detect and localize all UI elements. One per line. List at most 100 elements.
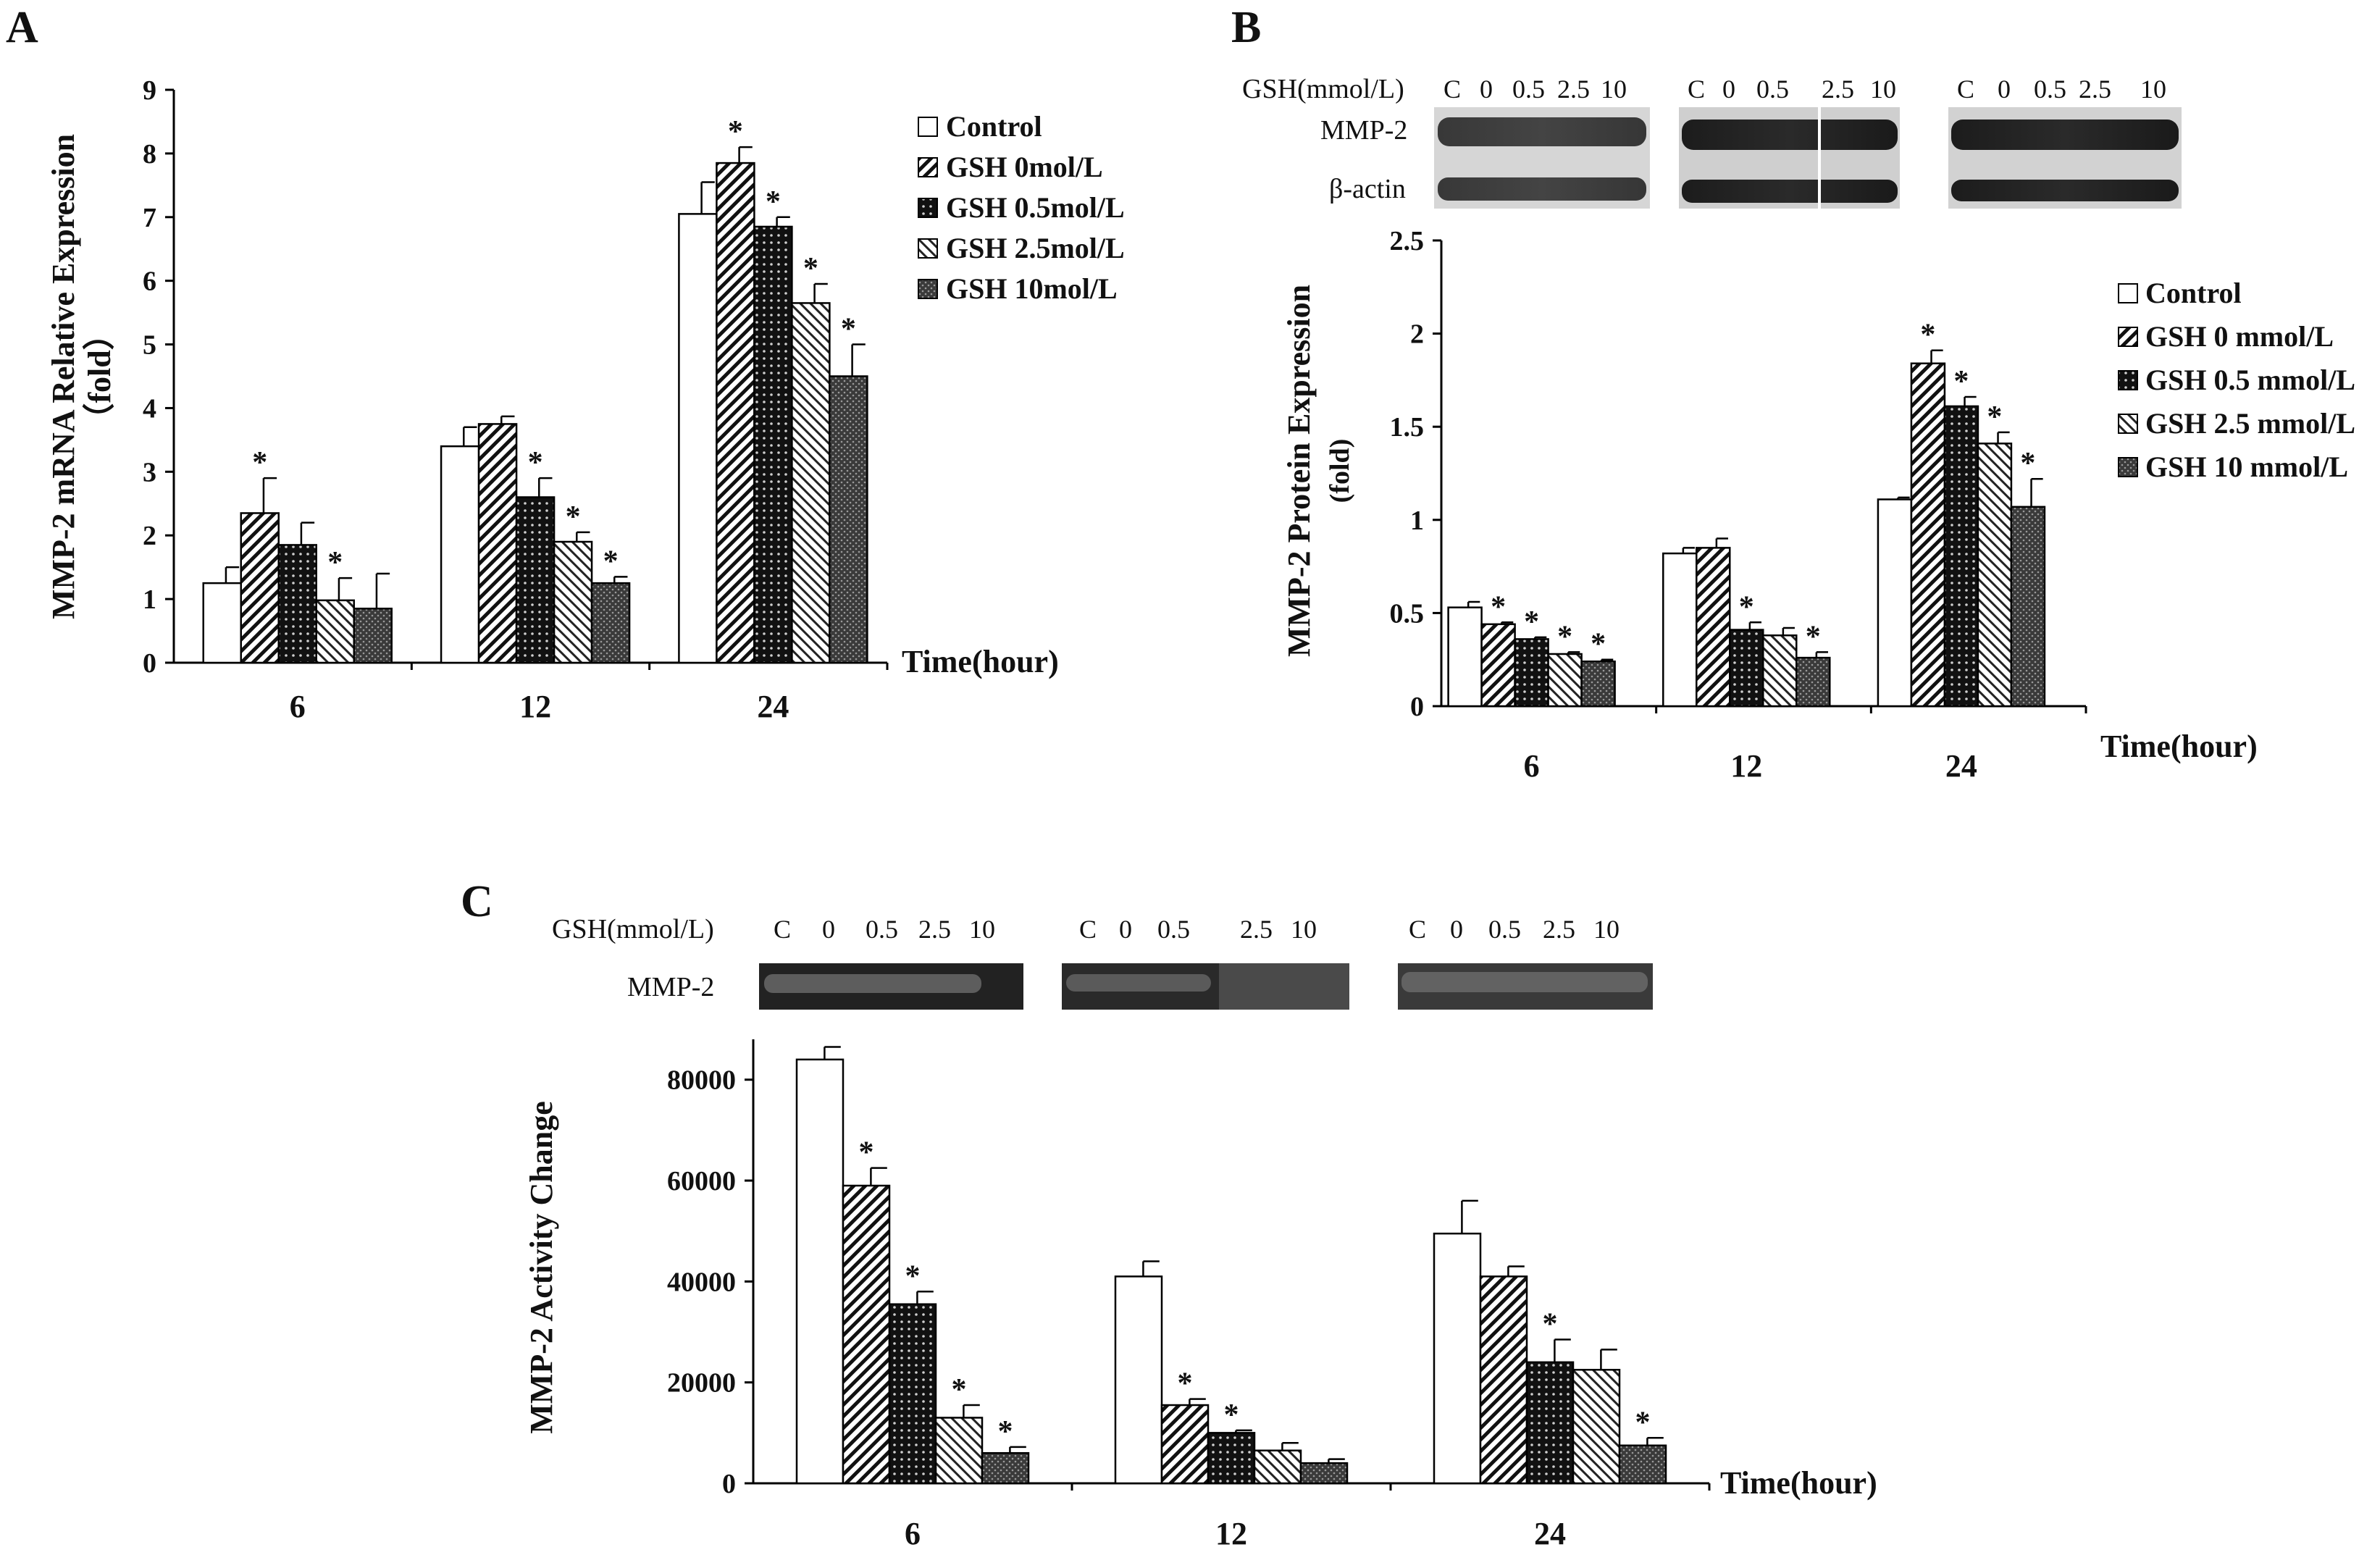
bar <box>353 608 393 664</box>
significance-star: * <box>1739 590 1754 624</box>
legend-a: Control GSH 0mol/L GSH 0.5mol/L GSH 2.5m… <box>918 110 1125 305</box>
legend-swatch <box>2118 327 2138 347</box>
bar <box>2010 506 2046 708</box>
legend-label: GSH 0.5mol/L <box>946 191 1125 224</box>
lane-label: 0 <box>1480 75 1493 104</box>
lane-label: 0.5 <box>1756 75 1789 104</box>
x-axis-title: Time(hour) <box>1720 1465 1877 1501</box>
legend-label: GSH 2.5mol/L <box>946 232 1125 264</box>
bar <box>1729 629 1764 708</box>
blot-band <box>1438 177 1646 201</box>
b-blot-lane-labels-3: C 0 0.5 2.5 10 <box>1957 75 2166 104</box>
lane-label: C <box>1409 915 1426 944</box>
lane-label: 2.5 <box>1543 915 1575 944</box>
chart-b-protein: 0 0.5 1 1.5 2 2.5 6 * * * * 12 * * 24 * * * * Time(hour) MMP… <box>1281 226 2258 784</box>
significance-star: * <box>252 446 267 479</box>
legend-label: GSH 0 mmol/L <box>2145 320 2334 353</box>
significance-star: * <box>603 545 619 578</box>
lane-label: 10 <box>969 915 995 944</box>
panel-c-letter: C <box>461 877 493 926</box>
bar <box>240 512 280 664</box>
significance-star: * <box>528 446 543 479</box>
x-category-label: 12 <box>1730 748 1762 784</box>
significance-star: * <box>766 185 781 219</box>
lane-label: 10 <box>1601 75 1627 104</box>
lane-label: 0 <box>1119 915 1132 944</box>
x-category-label: 24 <box>757 689 789 724</box>
significance-star: * <box>2020 447 2035 480</box>
bar <box>1943 405 1979 708</box>
chart-a-mrna: 01234567896**12***24****Time(hour)MMP-2 … <box>46 75 1059 724</box>
bar <box>277 544 317 664</box>
legend-label: GSH 10mol/L <box>946 272 1118 305</box>
lane-label: 0 <box>1450 915 1463 944</box>
y-tick-label: 0 <box>722 1469 736 1499</box>
legend-swatch <box>2118 457 2138 477</box>
legend-item: GSH 0.5 mmol/L <box>2118 364 2355 396</box>
y-tick-label: 0 <box>1410 692 1424 722</box>
y-axis-title: MMP-2 mRNA Relative Expression <box>46 134 81 619</box>
lane-label: 0 <box>822 915 835 944</box>
legend-swatch <box>2118 370 2138 390</box>
legend-swatch <box>918 279 938 299</box>
bar <box>1299 1462 1349 1485</box>
x-category-label: 6 <box>905 1516 921 1551</box>
panel-b-blot: GSH(mmol/L) MMP-2 β-actin C 0 0.5 2.5 10… <box>1242 74 2182 209</box>
zymogram-image-right <box>1219 963 1349 1010</box>
legend-label: Control <box>946 110 1042 143</box>
legend-swatch <box>918 198 938 218</box>
bar <box>716 162 755 664</box>
significance-star: * <box>952 1373 967 1407</box>
y-tick-label: 7 <box>143 203 156 233</box>
lane-label: 2.5 <box>1557 75 1590 104</box>
bar <box>1662 552 1698 708</box>
bar <box>1977 443 2013 708</box>
bar <box>842 1184 891 1485</box>
bar <box>1796 656 1831 708</box>
bar <box>1762 634 1798 708</box>
x-category-label: 24 <box>1945 748 1977 784</box>
legend-label: Control <box>2145 277 2242 309</box>
y-axis-unit: （fold） <box>82 318 117 435</box>
y-tick-label: 0.5 <box>1390 598 1425 629</box>
lane-label: 0.5 <box>1157 915 1190 944</box>
bar <box>1160 1404 1210 1485</box>
y-tick-label: 9 <box>143 75 156 106</box>
legend-item: GSH 0mol/L <box>918 151 1103 183</box>
y-tick-label: 1 <box>143 584 156 615</box>
bar <box>1447 606 1483 708</box>
legend-item: GSH 2.5mol/L <box>918 232 1125 264</box>
x-axis-title: Time(hour) <box>902 644 1059 679</box>
b-actin-row-label: β-actin <box>1329 174 1406 204</box>
significance-star: * <box>566 500 581 534</box>
lane-label: C <box>1443 75 1461 104</box>
significance-star: * <box>1635 1406 1651 1439</box>
lane-label: 2.5 <box>1240 915 1273 944</box>
bar <box>1480 623 1516 708</box>
lane-label: 2.5 <box>1822 75 1854 104</box>
bar <box>678 213 718 664</box>
lane-label: 2.5 <box>2079 75 2111 104</box>
bar <box>315 599 355 664</box>
y-tick-label: 2 <box>1410 319 1424 350</box>
b-gsh-label: GSH(mmol/L) <box>1242 74 1404 104</box>
bar <box>1696 547 1731 708</box>
c-lane-labels-2: C 0 0.5 2.5 10 <box>1079 915 1317 944</box>
legend-item: GSH 0 mmol/L <box>2118 320 2334 353</box>
bar <box>553 540 593 664</box>
lane-label: C <box>1688 75 1705 104</box>
y-tick-label: 80000 <box>667 1065 736 1096</box>
y-tick-label: 60000 <box>667 1166 736 1196</box>
bar <box>1514 638 1549 708</box>
significance-star: * <box>841 313 856 346</box>
significance-star: * <box>1557 620 1572 653</box>
bar <box>1572 1369 1621 1485</box>
bar <box>795 1058 845 1485</box>
lane-label: C <box>774 915 791 944</box>
legend-item: Control <box>2118 277 2242 309</box>
bar <box>1253 1449 1302 1485</box>
bar <box>202 582 242 664</box>
significance-star: * <box>327 546 343 579</box>
lane-label: 0.5 <box>2034 75 2066 104</box>
